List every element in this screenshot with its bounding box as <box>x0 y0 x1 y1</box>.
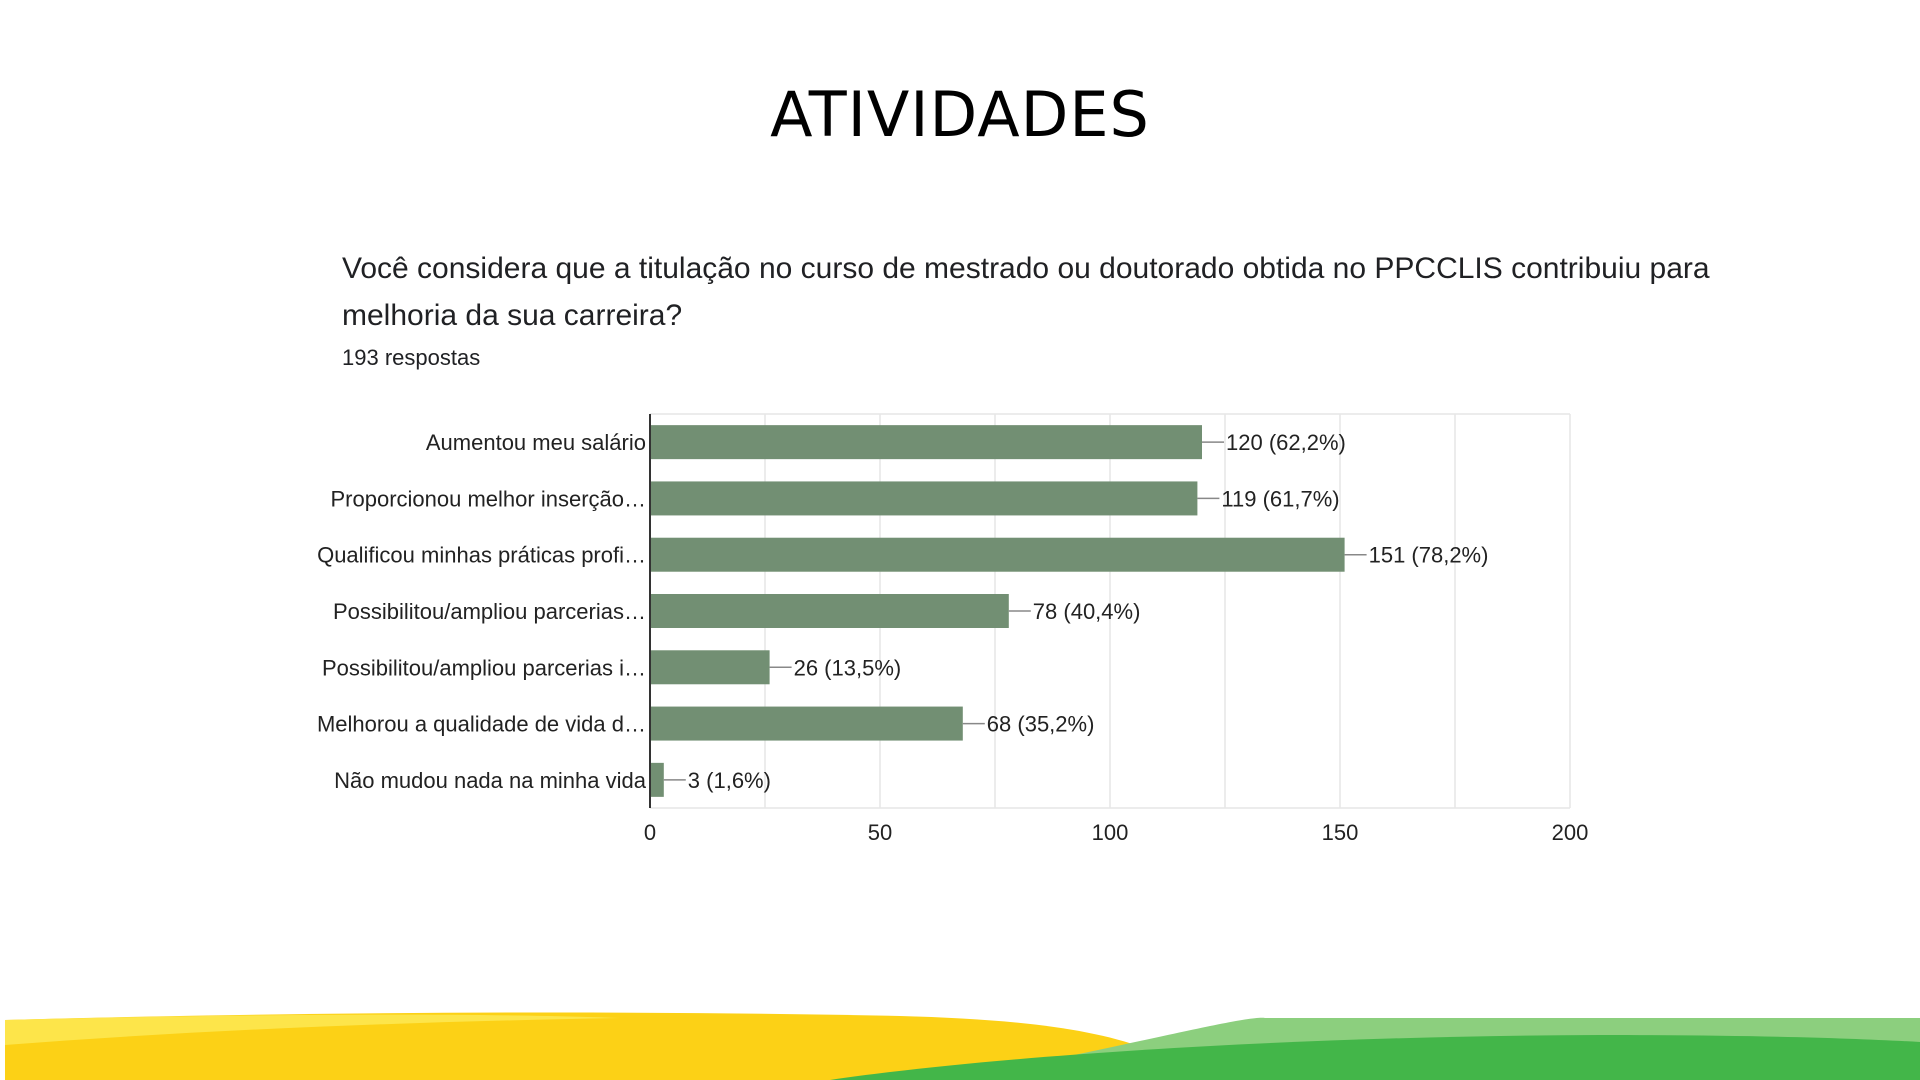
bar <box>650 594 1009 628</box>
category-label: Possibilitou/ampliou parcerias i… <box>322 655 646 680</box>
x-tick-label: 0 <box>644 820 656 845</box>
x-tick-label: 200 <box>1552 820 1589 845</box>
bar <box>650 481 1198 516</box>
bar <box>650 650 770 685</box>
data-label: 120 (62,2%) <box>1226 430 1346 455</box>
category-label: Aumentou meu salário <box>426 430 646 455</box>
x-tick-label: 150 <box>1322 820 1359 845</box>
slide-title: ATIVIDADES <box>770 78 1150 151</box>
footer-light-yellow-wave <box>5 1014 620 1045</box>
category-label: Qualificou minhas práticas profi… <box>317 543 646 568</box>
bar <box>650 425 1202 460</box>
footer-yellow-wave <box>5 1012 1200 1080</box>
question-text: Você considera que a titulação no curso … <box>342 252 1710 332</box>
data-label: 3 (1,6%) <box>688 768 771 793</box>
chart-axes: 0 50 100 150 200 <box>644 414 1588 845</box>
category-label: Proporcionou melhor inserção… <box>331 486 647 511</box>
data-label: 151 (78,2%) <box>1369 543 1489 568</box>
data-label: 68 (35,2%) <box>987 712 1095 737</box>
footer-green-wave <box>830 1035 1920 1080</box>
response-count: 193 respostas <box>342 345 481 370</box>
x-tick-label: 50 <box>868 820 892 845</box>
category-label: Melhorou a qualidade de vida d… <box>317 712 646 737</box>
footer-decoration <box>5 1012 1920 1080</box>
chart-bars <box>650 425 1345 797</box>
chart-labels: 120 (62,2%) Aumentou meu salário 119 (61,7… <box>317 430 1488 793</box>
data-label: 78 (40,4%) <box>1033 599 1141 624</box>
data-label: 119 (61,7%) <box>1221 486 1339 511</box>
category-label: Possibilitou/ampliou parcerias… <box>333 599 646 624</box>
bar <box>650 762 664 797</box>
category-label: Não mudou nada na minha vida <box>334 768 647 793</box>
data-label: 26 (13,5%) <box>794 655 902 680</box>
x-tick-label: 100 <box>1092 820 1129 845</box>
bar <box>650 537 1345 572</box>
bar <box>650 706 963 741</box>
